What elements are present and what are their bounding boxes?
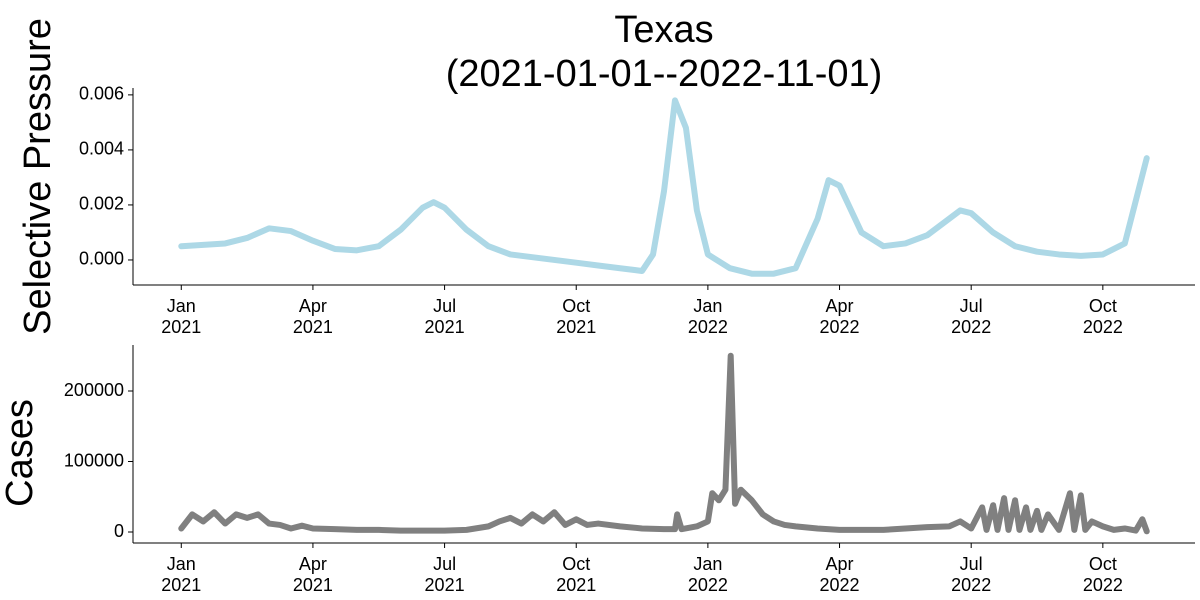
x-tick-label: Oct 2022 [1083,296,1123,337]
y-tick-label: 200000 [64,380,124,400]
x-tick-label: Apr 2022 [820,554,860,595]
x-tick-label: Jan 2021 [161,296,201,337]
x-tick-label: Oct 2021 [556,554,596,595]
y-tick-label: 0.004 [79,139,124,159]
x-tick-label: Jan 2022 [688,554,728,595]
x-tick-label: Oct 2022 [1083,554,1123,595]
x-tick-label: Jul 2021 [425,296,465,337]
x-tick-label: Apr 2022 [820,296,860,337]
x-tick-label: Jan 2022 [688,296,728,337]
y-axis-label: Selective Pressure [17,18,59,335]
x-tick-label: Apr 2021 [293,554,333,595]
y-tick-label: 0.002 [79,194,124,214]
x-tick-label: Jul 2022 [951,296,991,337]
y-tick-label: 100000 [64,450,124,470]
data-line [178,97,1150,277]
x-tick-label: Jul 2021 [425,554,465,595]
x-tick-label: Jul 2022 [951,554,991,595]
y-tick-label: 0 [114,521,124,541]
chart-title: Texas (2021-01-01--2022-11-01) [446,9,883,95]
y-tick-label: 0.006 [79,84,124,104]
y-axis-label: Cases [0,399,41,507]
x-tick-label: Apr 2021 [293,296,333,337]
x-tick-label: Jan 2021 [161,554,201,595]
data-line [178,352,1150,535]
x-tick-label: Oct 2021 [556,296,596,337]
y-tick-label: 0.000 [79,249,124,269]
